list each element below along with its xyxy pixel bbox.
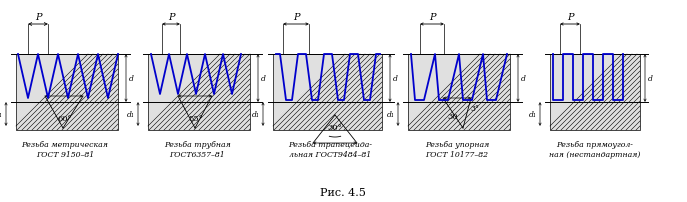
Text: d: d [129, 75, 134, 83]
Text: 30: 30 [448, 113, 458, 120]
Text: d₁: d₁ [387, 110, 395, 118]
Text: d₁: d₁ [127, 110, 135, 118]
Text: ГОСТ 10177–82: ГОСТ 10177–82 [425, 150, 488, 158]
Text: Резьба метрическая: Резьба метрическая [21, 140, 109, 148]
Text: P: P [35, 13, 41, 22]
Polygon shape [550, 55, 640, 130]
Text: 60°: 60° [58, 115, 72, 122]
Text: d: d [393, 75, 398, 83]
Text: d: d [261, 75, 266, 83]
Text: ГОСТ 9150–81: ГОСТ 9150–81 [36, 150, 94, 158]
Text: Резьба трапецеида-: Резьба трапецеида- [288, 140, 372, 148]
Polygon shape [16, 55, 118, 130]
Text: P: P [567, 13, 573, 22]
Text: d: d [648, 75, 653, 83]
Text: P: P [168, 13, 174, 22]
Text: 3°: 3° [471, 104, 480, 113]
Text: Резьба трубная: Резьба трубная [164, 140, 230, 148]
Text: Рис. 4.5: Рис. 4.5 [320, 187, 366, 197]
Text: d: d [521, 75, 526, 83]
Text: ГОСТ6357–81: ГОСТ6357–81 [169, 150, 225, 158]
Polygon shape [148, 55, 250, 130]
Polygon shape [273, 55, 382, 130]
Text: 55°: 55° [188, 115, 203, 122]
Text: льная ГОСТ9484–81: льная ГОСТ9484–81 [289, 150, 371, 158]
Polygon shape [408, 55, 510, 130]
Text: ная (нестандартная): ная (нестандартная) [550, 150, 641, 158]
Text: P: P [293, 13, 300, 22]
Text: d₁: d₁ [252, 110, 260, 118]
Text: 30°: 30° [328, 123, 342, 131]
Text: d₁: d₁ [0, 110, 3, 118]
Text: d₁: d₁ [529, 110, 537, 118]
Text: Резьба упорная: Резьба упорная [425, 140, 489, 148]
Text: Резьба прямоугол-: Резьба прямоугол- [556, 140, 633, 148]
Text: P: P [429, 13, 436, 22]
